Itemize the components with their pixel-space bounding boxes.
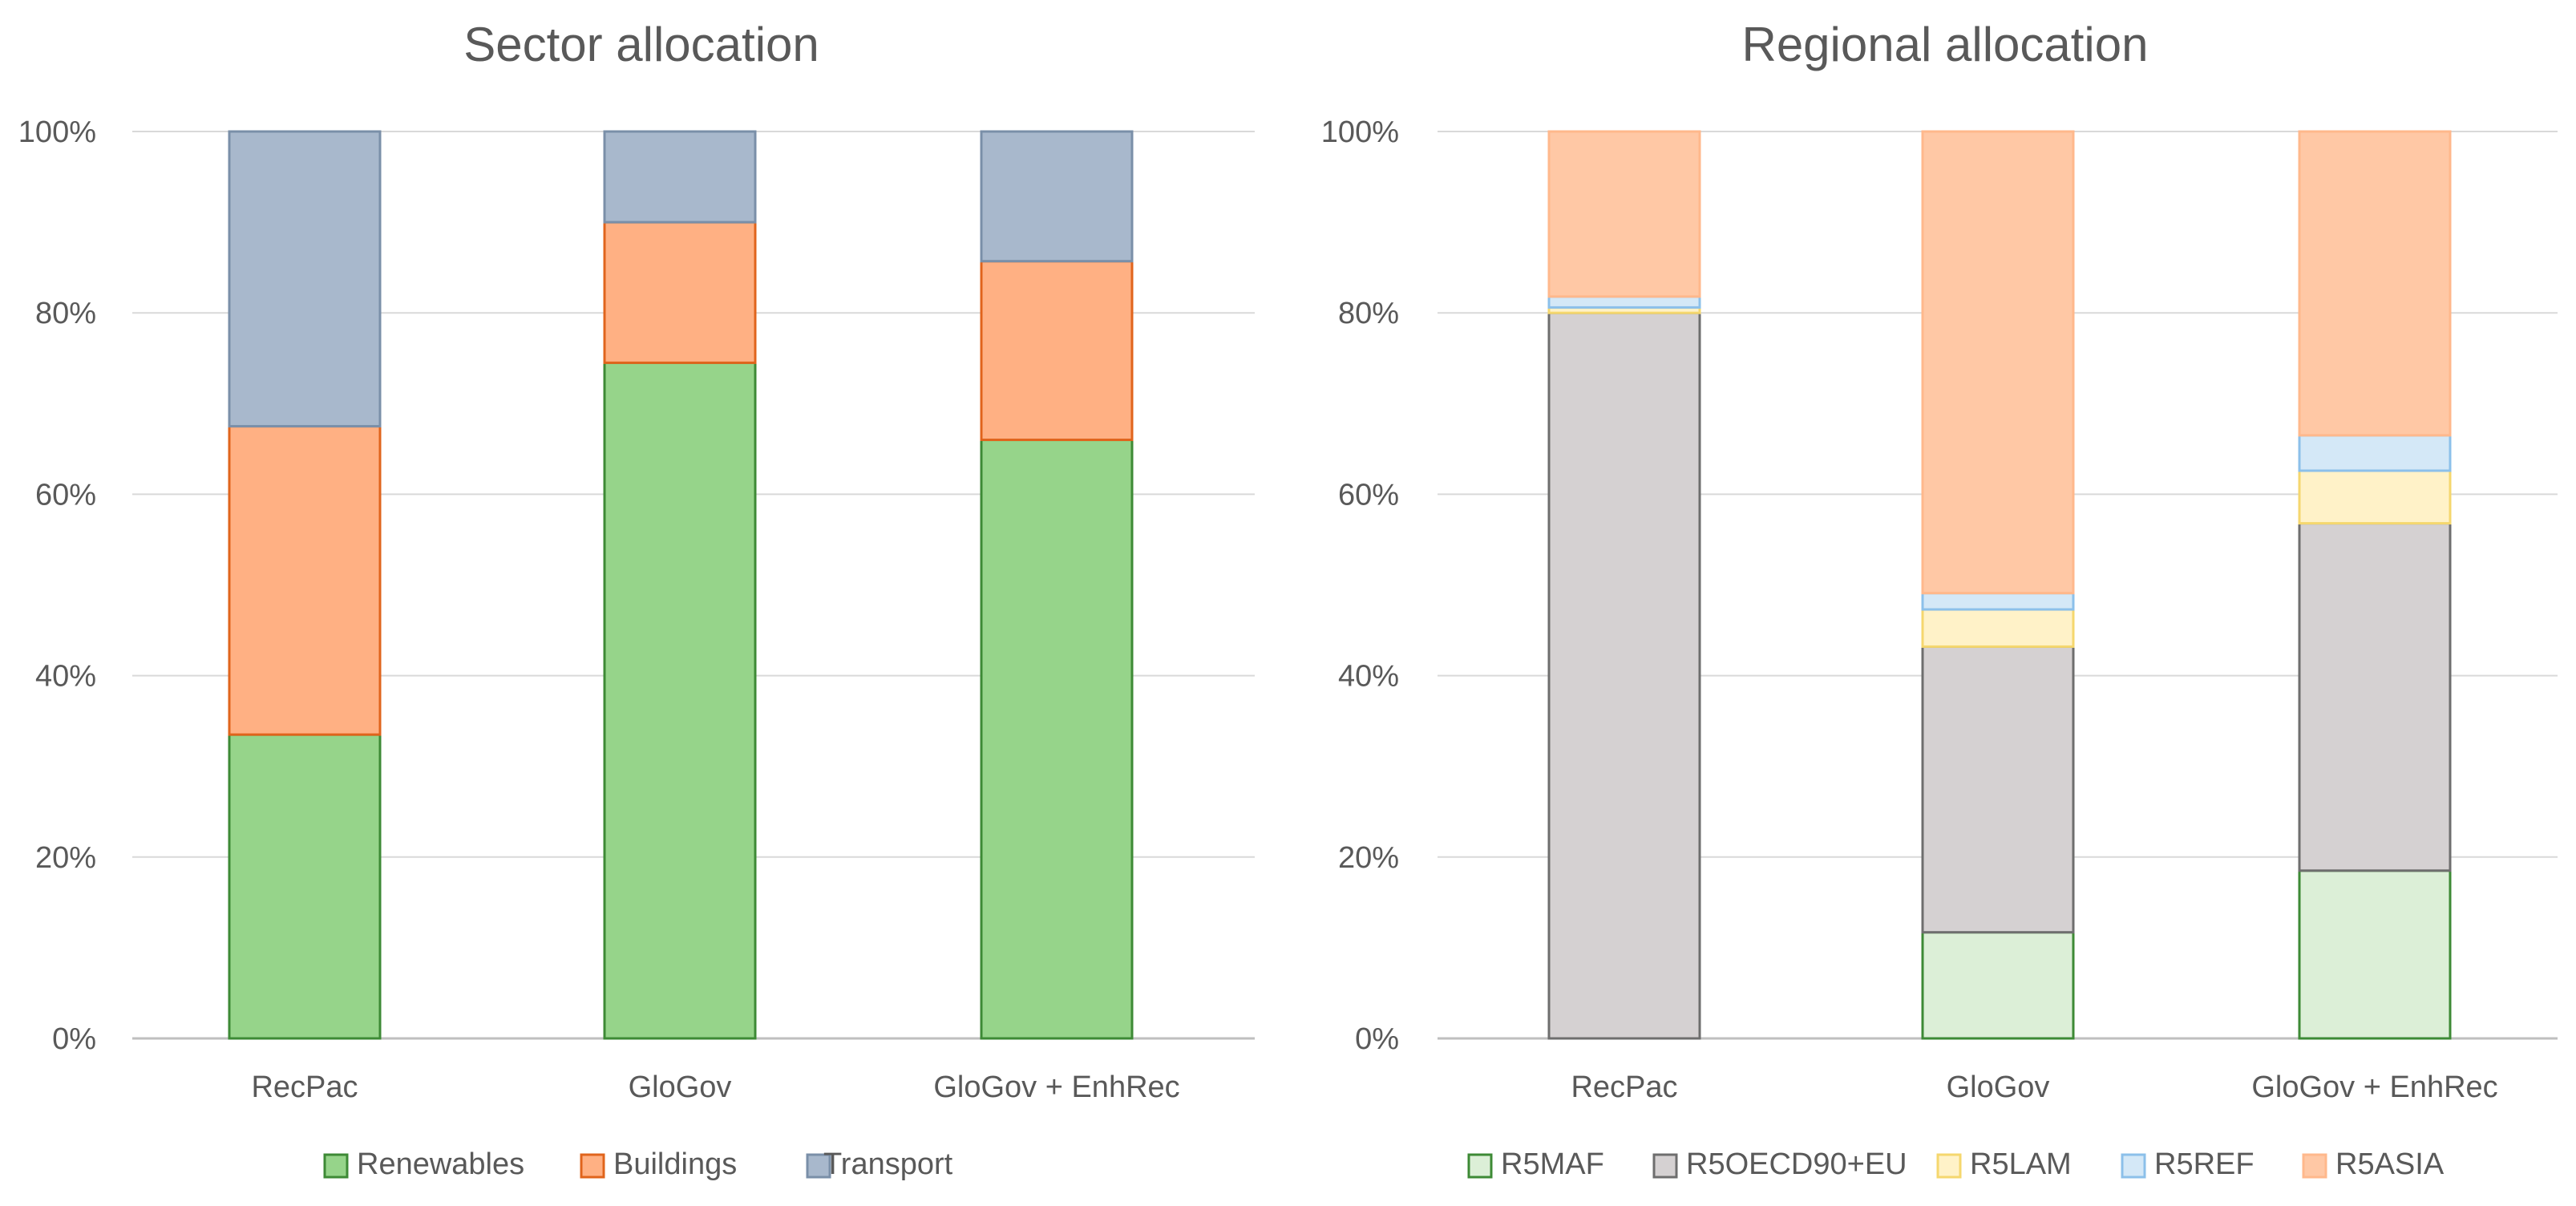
legend-label: Renewables <box>357 1147 524 1181</box>
y-tick-label: 20% <box>35 841 96 875</box>
x-tick-label: GloGov + EnhRec <box>2251 1070 2497 1104</box>
y-tick-label: 100% <box>1321 115 1399 149</box>
legend: Renewables Buildings Transport <box>323 1147 953 1181</box>
legend-swatch <box>2121 1153 2146 1179</box>
x-tick-label: RecPac <box>1571 1070 1677 1104</box>
bar-segment <box>1921 645 2075 934</box>
x-tick-label: GloGov + EnhRec <box>933 1070 1179 1104</box>
bar-segment <box>1921 931 2075 1040</box>
bar-segment <box>228 130 382 428</box>
bar-segment <box>228 733 382 1040</box>
y-tick-label: 40% <box>1338 660 1399 694</box>
y-axis-ticks: 0% 20% 40% 60% 80% 100% <box>18 115 96 1056</box>
bar-segment <box>980 260 1134 442</box>
legend-swatch <box>806 1153 831 1179</box>
y-tick-label: 0% <box>1355 1022 1399 1056</box>
bar-segment <box>2298 434 2452 472</box>
bar-segment <box>603 130 757 224</box>
legend-swatch <box>1936 1153 1962 1179</box>
legend: R5MAF R5OECD90+EU R5LAM R5REF R5ASIA <box>1467 1147 2445 1181</box>
y-tick-label: 0% <box>52 1022 96 1056</box>
y-tick-label: 40% <box>35 660 96 694</box>
x-axis-labels: RecPac GloGov GloGov + EnhRec <box>251 1070 1179 1104</box>
bar-segment <box>603 361 757 1040</box>
bar-segment <box>1547 130 1701 298</box>
legend-label: Buildings <box>613 1147 737 1181</box>
x-tick-label: GloGov <box>629 1070 732 1104</box>
x-axis-labels: RecPac GloGov GloGov + EnhRec <box>1571 1070 2497 1104</box>
bar-segment <box>1547 295 1701 309</box>
bar-segment <box>1921 608 2075 648</box>
legend-label: Transport <box>823 1147 953 1181</box>
x-tick-label: GloGov <box>1947 1070 2050 1104</box>
bars <box>228 130 1134 1040</box>
y-tick-label: 80% <box>1338 297 1399 330</box>
regional-allocation-chart: Regional allocation 0% 20% 40% 60% 80% 100% R… <box>1321 18 2558 1181</box>
legend-swatch <box>2302 1153 2327 1179</box>
legend-swatch <box>1652 1153 1678 1179</box>
legend-label: R5OECD90+EU <box>1686 1147 1907 1181</box>
y-tick-label: 100% <box>18 115 96 149</box>
legend-swatch <box>580 1153 605 1179</box>
bar-segment <box>603 221 757 364</box>
y-tick-label: 20% <box>1338 841 1399 875</box>
chart-title: Sector allocation <box>463 18 819 71</box>
legend-label: R5LAM <box>1970 1147 2072 1181</box>
legend-label: R5REF <box>2154 1147 2255 1181</box>
y-axis-ticks: 0% 20% 40% 60% 80% 100% <box>1321 115 1399 1056</box>
legend-label: R5MAF <box>1501 1147 1604 1181</box>
legend-swatch <box>1467 1153 1493 1179</box>
y-tick-label: 60% <box>1338 478 1399 512</box>
bar-segment <box>2298 469 2452 525</box>
bars <box>1547 130 2452 1040</box>
x-tick-label: RecPac <box>251 1070 358 1104</box>
y-tick-label: 60% <box>35 478 96 512</box>
y-tick-label: 80% <box>35 297 96 330</box>
bar-segment <box>980 439 1134 1040</box>
bar-segment <box>1921 130 2075 595</box>
chart-title: Regional allocation <box>1741 18 2148 71</box>
legend-label: R5ASIA <box>2335 1147 2445 1181</box>
bar-segment <box>2298 130 2452 437</box>
bar-segment <box>1921 592 2075 611</box>
bar-segment <box>2298 522 2452 872</box>
bar-segment <box>2298 869 2452 1040</box>
legend-swatch <box>323 1153 349 1179</box>
bar-segment <box>228 425 382 736</box>
bar-segment <box>1547 311 1701 1040</box>
sector-allocation-chart: Sector allocation 0% 20% 40% 60% 80% 100% Rec… <box>18 18 1255 1181</box>
bar-segment <box>980 130 1134 263</box>
